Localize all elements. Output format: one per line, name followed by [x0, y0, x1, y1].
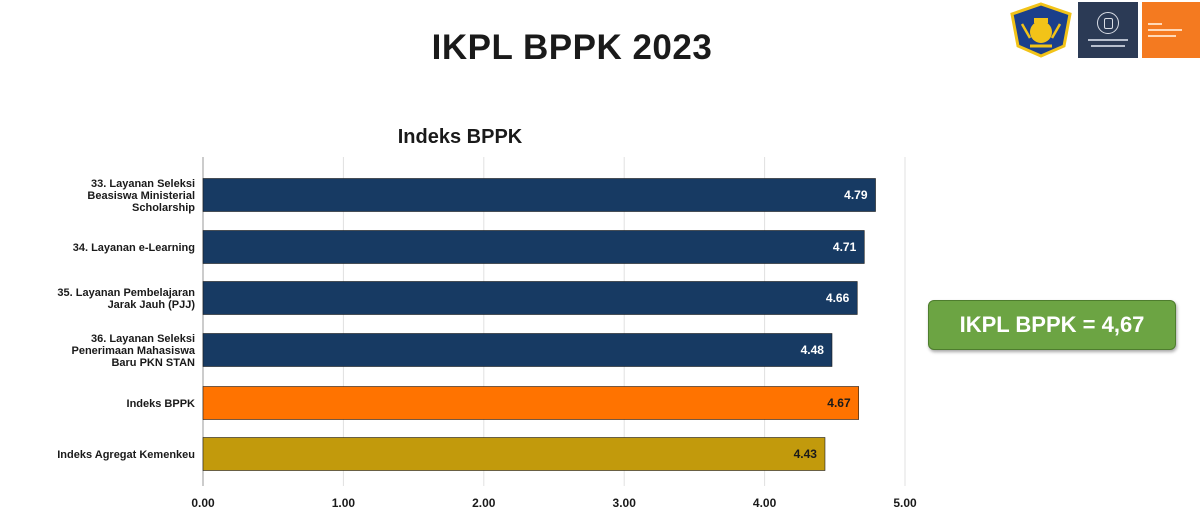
category-label: Indeks Agregat Kemenkeu [57, 449, 195, 461]
category-label: 34. Layanan e-Learning [73, 242, 195, 254]
ikpl-summary-box: IKPL BPPK = 4,67 [928, 300, 1176, 350]
x-tick-label: 2.00 [472, 496, 496, 510]
bar-value-label: 4.48 [801, 343, 825, 357]
ui-faculty-logo-icon [1142, 2, 1200, 58]
category-label: Scholarship [132, 202, 195, 214]
category-label: Beasiswa Ministerial [87, 190, 195, 202]
bar [202, 281, 858, 315]
category-label: 33. Layanan Seleksi [91, 178, 195, 190]
kemenkeu-logo-icon [1008, 2, 1074, 58]
bar [202, 333, 833, 367]
bar-value-label: 4.67 [827, 396, 851, 410]
category-label: Jarak Jauh (PJJ) [108, 299, 196, 311]
page-title: IKPL BPPK 2023 [431, 28, 713, 67]
bar [202, 230, 865, 264]
x-tick-label: 4.00 [753, 496, 777, 510]
universitas-indonesia-logo-icon [1078, 2, 1138, 58]
logo-strip [1008, 2, 1200, 60]
x-tick-label: 3.00 [613, 496, 637, 510]
category-label: 35. Layanan Pembelajaran [57, 287, 195, 299]
bar [202, 178, 876, 212]
ikpl-summary-text: IKPL BPPK = 4,67 [959, 312, 1145, 337]
x-tick-label: 1.00 [332, 496, 356, 510]
x-tick-label: 5.00 [893, 496, 917, 510]
category-label: 36. Layanan Seleksi [91, 333, 195, 345]
bar [202, 437, 826, 471]
bar-value-label: 4.79 [844, 188, 868, 202]
chart-title: Indeks BPPK [398, 126, 523, 148]
bar-value-label: 4.43 [794, 447, 818, 461]
x-tick-label: 0.00 [191, 496, 215, 510]
category-label: Penerimaan Mahasiswa [71, 345, 195, 357]
bar-value-label: 4.71 [833, 240, 857, 254]
bar-value-label: 4.66 [826, 291, 850, 305]
category-label: Baru PKN STAN [111, 357, 195, 369]
bar [202, 386, 859, 420]
category-label: Indeks BPPK [127, 398, 196, 410]
